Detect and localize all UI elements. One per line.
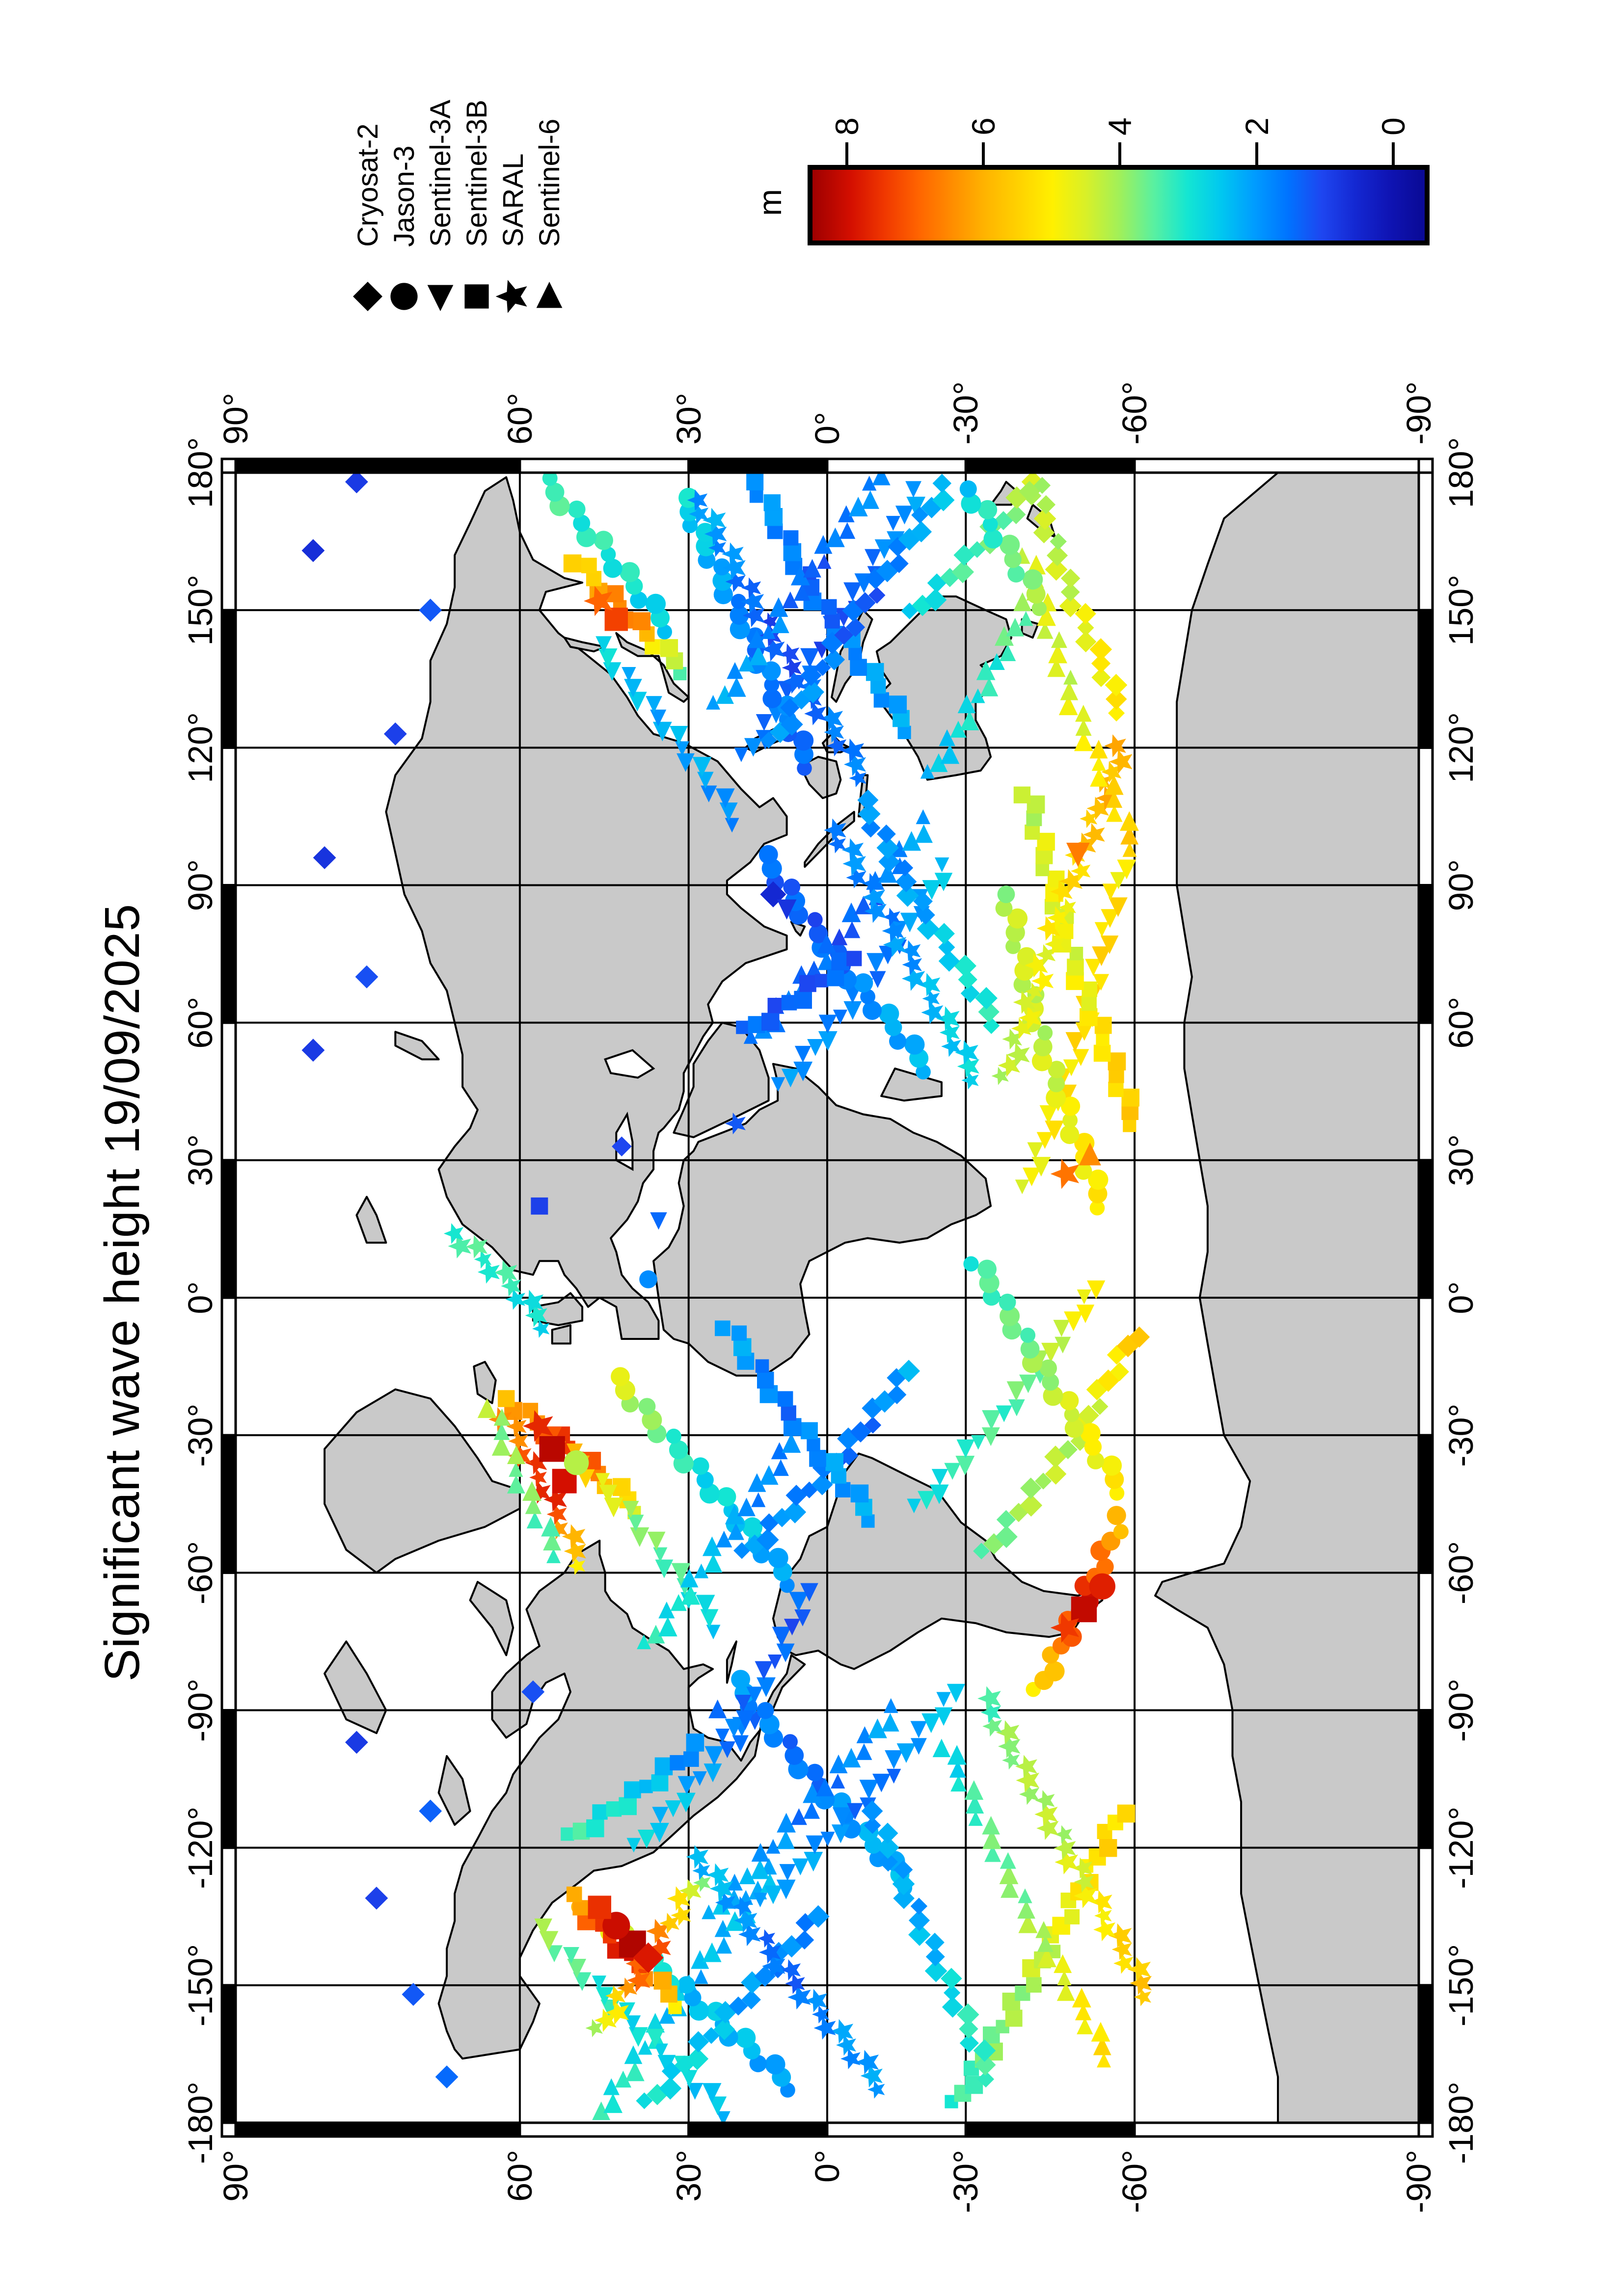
frame-corner	[1417, 2121, 1434, 2138]
lon-tick-label-bottom: -60°	[1442, 1541, 1480, 1604]
lat-tick-label-right: -60°	[1115, 381, 1154, 445]
lon-tick-label-top: -90°	[181, 1678, 219, 1742]
lon-tick-label-bottom: 60°	[1442, 996, 1480, 1049]
lon-tick-label-bottom: -180°	[1442, 2081, 1480, 2164]
lat-tick-label-left: 90°	[216, 2150, 255, 2202]
lon-tick-label-top: 90°	[181, 859, 219, 911]
lon-tick-label-top: 180°	[181, 437, 219, 508]
lon-tick-label-top: -30°	[181, 1403, 219, 1467]
lat-tick-label-left: 30°	[669, 2150, 708, 2202]
caspian-sea	[604, 1049, 655, 1079]
land-ireland	[551, 1324, 571, 1345]
lat-tick-label-right: 30°	[669, 393, 708, 445]
lon-tick-label-top: 120°	[181, 712, 219, 783]
lat-tick-label-right: -90°	[1399, 381, 1438, 445]
altimeter-tracks	[443, 466, 1152, 2126]
land-novaya-zemlya	[394, 1031, 440, 1061]
land-victoria-island	[437, 1755, 471, 1826]
land-japan	[615, 632, 690, 703]
land-sri-lanka	[790, 921, 806, 937]
frame-corner	[220, 457, 237, 474]
lon-tick-label-bottom: -30°	[1442, 1403, 1480, 1467]
land-baffin	[469, 1581, 514, 1656]
lon-tick-label-bottom: 30°	[1442, 1134, 1480, 1186]
lon-tick-label-top: -60°	[181, 1541, 219, 1604]
triangle-right-icon	[536, 282, 563, 308]
lon-tick-label-top: 30°	[181, 1134, 219, 1186]
lat-tick-label-right: 90°	[216, 393, 255, 445]
lon-tick-label-top: -120°	[181, 1806, 219, 1889]
lon-tick-label-top: 150°	[181, 574, 219, 646]
lon-tick-label-top: -180°	[181, 2081, 219, 2164]
lat-tick-label-left: 0°	[808, 2150, 846, 2183]
map-frame	[220, 457, 1434, 2138]
lon-tick-label-bottom: -150°	[1442, 1944, 1480, 2027]
lon-tick-label-bottom: 0°	[1442, 1281, 1480, 1314]
lat-tick-label-left: -60°	[1115, 2150, 1154, 2214]
land-madagascar	[880, 1068, 943, 1102]
lon-tick-label-top: 0°	[181, 1281, 219, 1314]
lon-tick-label-bottom: -120°	[1442, 1806, 1480, 1889]
lat-tick-label-left: -90°	[1399, 2150, 1438, 2214]
lat-tick-label-left: 60°	[500, 2150, 539, 2202]
lat-tick-label-left: -30°	[947, 2150, 985, 2214]
diamond-icon	[353, 282, 382, 311]
land-eurasia	[385, 476, 788, 1340]
lon-tick-label-top: 60°	[181, 996, 219, 1049]
frame-corner	[220, 2121, 237, 2138]
lon-tick-label-bottom: 120°	[1442, 712, 1480, 783]
circle-icon	[390, 283, 418, 310]
lat-tick-label-right: -30°	[947, 381, 985, 445]
triangle-left-icon	[427, 285, 454, 311]
lon-tick-label-bottom: 150°	[1442, 574, 1480, 646]
square-icon	[464, 284, 489, 309]
land-iceland	[473, 1361, 497, 1404]
lat-tick-label-right: 60°	[500, 393, 539, 445]
frame-corner	[1417, 457, 1434, 474]
lon-tick-label-top: -150°	[181, 1944, 219, 2027]
star-icon	[495, 280, 527, 313]
land-cuba	[726, 1640, 737, 1684]
lon-tick-label-bottom: -90°	[1442, 1678, 1480, 1742]
lat-tick-label-right: 0°	[808, 412, 846, 445]
lon-tick-label-bottom: 180°	[1442, 437, 1480, 508]
land-svalbard	[355, 1196, 387, 1244]
lon-tick-label-bottom: 90°	[1442, 859, 1480, 911]
land-uk	[532, 1292, 584, 1326]
land-sakhalin	[563, 637, 606, 653]
